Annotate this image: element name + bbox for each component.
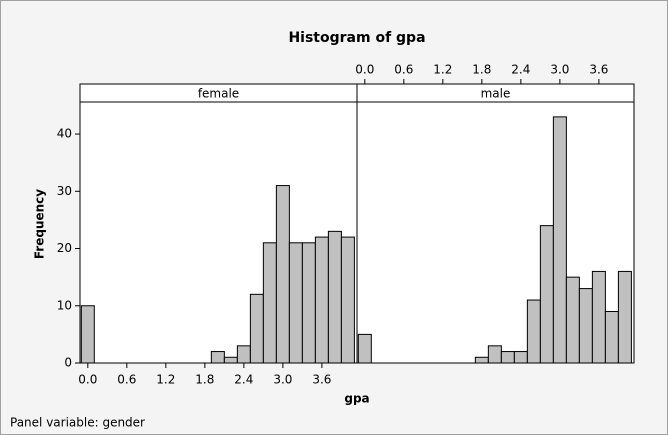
- strip-label: female: [198, 87, 239, 101]
- y-tick-label: 40: [57, 127, 72, 141]
- x-tick-label: 0.6: [394, 63, 413, 77]
- bar: [80, 305, 95, 364]
- bar: [513, 351, 528, 364]
- bar: [357, 333, 372, 364]
- x-tick-label: 2.4: [511, 63, 530, 77]
- y-tick-label: 20: [57, 241, 72, 255]
- bar: [474, 356, 489, 364]
- x-tick-label: 3.6: [312, 373, 331, 387]
- x-tick-label: 3.0: [550, 63, 569, 77]
- x-tick-label: 1.8: [195, 373, 214, 387]
- x-tick-label: 0.6: [117, 373, 136, 387]
- footnote: Panel variable: gender: [10, 416, 145, 430]
- bar: [314, 236, 329, 364]
- bar: [578, 288, 593, 364]
- bar: [223, 356, 238, 364]
- bar: [236, 345, 251, 364]
- bar: [301, 242, 316, 364]
- bar: [249, 293, 264, 364]
- bar: [340, 236, 355, 364]
- bar: [617, 270, 632, 364]
- bar: [327, 230, 342, 364]
- bar: [487, 345, 502, 364]
- x-axis-title: gpa: [344, 392, 369, 406]
- bar: [604, 310, 619, 364]
- bar: [526, 299, 541, 364]
- bar: [262, 242, 277, 364]
- x-tick-label: 3.6: [589, 63, 608, 77]
- y-axis-title: Frequency: [33, 189, 47, 259]
- bar: [275, 185, 290, 364]
- x-tick-label: 1.2: [433, 63, 452, 77]
- bar: [210, 351, 225, 364]
- bar: [288, 242, 303, 364]
- y-tick-label: 0: [64, 356, 72, 370]
- x-tick-label: 3.0: [273, 373, 292, 387]
- bar: [591, 270, 606, 364]
- strip-label: male: [481, 87, 511, 101]
- x-tick-label: 0.0: [355, 63, 374, 77]
- strip: [356, 83, 635, 103]
- x-tick-label: 0.0: [78, 373, 97, 387]
- y-tick-label: 10: [57, 298, 72, 312]
- bar: [552, 116, 567, 364]
- bar: [539, 225, 554, 364]
- y-tick-label: 30: [57, 184, 72, 198]
- bar: [565, 276, 580, 364]
- chart-title: Histogram of gpa: [288, 30, 425, 46]
- x-tick-label: 1.2: [156, 373, 175, 387]
- x-tick-label: 2.4: [234, 373, 253, 387]
- bar: [500, 351, 515, 364]
- x-tick-label: 1.8: [472, 63, 491, 77]
